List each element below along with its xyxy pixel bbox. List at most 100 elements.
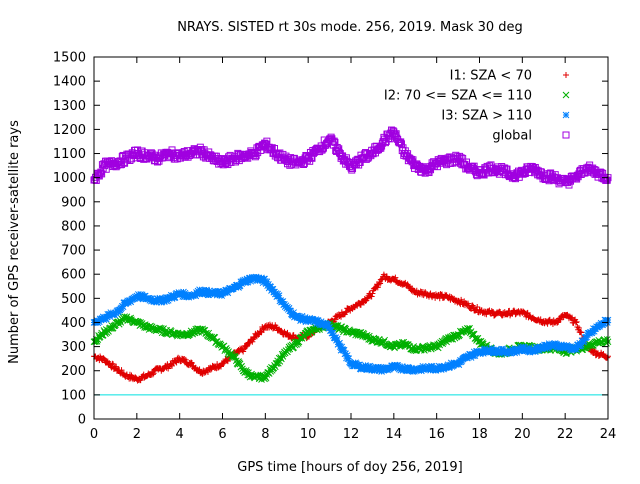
data-point-fill bbox=[168, 295, 176, 302]
data-point-fill bbox=[287, 307, 294, 315]
data-point-fill bbox=[577, 342, 584, 350]
data-point-fill bbox=[279, 298, 287, 305]
data-point-fill bbox=[138, 147, 146, 155]
data-point-fill bbox=[250, 334, 257, 341]
data-point-fill bbox=[269, 285, 277, 293]
data-point-fill bbox=[290, 309, 297, 316]
legend-marker bbox=[562, 111, 570, 119]
data-point-fill bbox=[573, 346, 580, 353]
data-point-fill bbox=[112, 309, 120, 317]
data-point-fill bbox=[528, 345, 535, 353]
data-point-fill bbox=[261, 139, 269, 147]
data-point-fill bbox=[368, 293, 375, 300]
data-point-fill bbox=[333, 335, 341, 343]
data-point-fill bbox=[345, 355, 353, 362]
data-point-fill bbox=[397, 140, 405, 148]
data-point-fill bbox=[106, 360, 113, 367]
legend-marker bbox=[562, 91, 570, 99]
y-tick-label: 1400 bbox=[53, 75, 86, 90]
data-point-fill bbox=[327, 327, 335, 334]
data-point-fill bbox=[244, 278, 252, 286]
data-point-fill bbox=[278, 327, 285, 334]
y-axis-label: Number of GPS receiver-satellite rays bbox=[7, 120, 22, 364]
x-tick-label: 8 bbox=[261, 427, 269, 442]
data-point-fill bbox=[465, 300, 472, 307]
data-point-fill bbox=[255, 331, 262, 338]
data-point-fill bbox=[257, 328, 264, 335]
data-point-fill bbox=[102, 165, 110, 173]
data-point-fill bbox=[175, 354, 182, 361]
legend-label: I1: SZA < 70 bbox=[450, 69, 532, 84]
series-i3 bbox=[90, 273, 612, 375]
data-point-fill bbox=[378, 276, 385, 283]
data-point-fill bbox=[132, 374, 139, 381]
data-point-fill bbox=[343, 354, 350, 362]
y-tick-label: 400 bbox=[61, 316, 86, 331]
data-point-fill bbox=[243, 343, 250, 350]
data-point-fill bbox=[240, 348, 247, 355]
series-i1 bbox=[91, 271, 611, 384]
data-point-fill bbox=[313, 320, 320, 328]
data-point-fill bbox=[298, 312, 306, 320]
legend-marker bbox=[563, 72, 569, 78]
data-point-fill bbox=[361, 365, 369, 372]
data-point-fill bbox=[580, 165, 588, 173]
data-point-fill bbox=[377, 144, 385, 152]
data-point-fill bbox=[335, 145, 343, 153]
data-point-fill bbox=[118, 367, 125, 374]
y-tick-label: 1000 bbox=[53, 171, 86, 186]
data-point-fill bbox=[506, 347, 514, 354]
data-point-fill bbox=[557, 316, 564, 323]
data-point-fill bbox=[377, 280, 384, 287]
data-point-fill bbox=[559, 344, 567, 352]
data-point-fill bbox=[446, 363, 454, 371]
data-point-fill bbox=[195, 289, 203, 297]
data-point-fill bbox=[527, 347, 535, 355]
x-tick-label: 6 bbox=[218, 427, 226, 442]
y-tick-label: 700 bbox=[61, 244, 86, 259]
data-point-fill bbox=[575, 324, 582, 331]
data-point-fill bbox=[547, 341, 554, 349]
data-point-fill bbox=[570, 346, 577, 353]
data-point-fill bbox=[463, 353, 470, 360]
data-point-fill bbox=[591, 348, 598, 355]
data-point-fill bbox=[524, 309, 531, 316]
data-point-fill bbox=[537, 343, 545, 351]
data-point-fill bbox=[233, 281, 241, 289]
data-point-fill bbox=[603, 317, 610, 324]
data-point-fill bbox=[376, 143, 384, 151]
data-point-fill bbox=[580, 337, 588, 344]
data-point-fill bbox=[271, 288, 278, 296]
data-point-fill bbox=[239, 347, 246, 354]
x-axis-label: GPS time [hours of doy 256, 2019] bbox=[237, 460, 462, 475]
x-tick-label: 10 bbox=[300, 427, 317, 442]
data-point-fill bbox=[280, 154, 288, 162]
x-tick-label: 20 bbox=[514, 427, 531, 442]
data-point-fill bbox=[300, 316, 308, 323]
data-point-fill bbox=[510, 307, 517, 314]
x-tick-label: 22 bbox=[557, 427, 574, 442]
data-point-fill bbox=[188, 359, 195, 366]
data-point-fill bbox=[565, 181, 573, 189]
data-point-fill bbox=[273, 293, 281, 300]
data-point-fill bbox=[457, 154, 465, 162]
legend-label: I3: SZA > 110 bbox=[441, 109, 532, 124]
data-point-fill bbox=[558, 342, 566, 350]
data-point-fill bbox=[135, 294, 143, 302]
data-point-fill bbox=[263, 278, 271, 286]
data-point-fill bbox=[238, 280, 245, 287]
data-point-fill bbox=[569, 314, 576, 321]
x-tick-label: 2 bbox=[133, 427, 141, 442]
data-point-fill bbox=[359, 362, 367, 370]
data-point-fill bbox=[469, 302, 476, 309]
data-point-fill bbox=[249, 275, 257, 283]
legend: I1: SZA < 70 I2: 70 <= SZA <= 110 I3: SZA … bbox=[384, 69, 570, 144]
data-point-fill bbox=[492, 346, 500, 354]
data-point-fill bbox=[113, 363, 120, 370]
data-point-fill bbox=[578, 329, 585, 336]
data-point-fill bbox=[164, 296, 172, 304]
data-point-fill bbox=[507, 349, 515, 357]
legend-marker bbox=[562, 131, 570, 139]
data-point-fill bbox=[285, 304, 293, 312]
